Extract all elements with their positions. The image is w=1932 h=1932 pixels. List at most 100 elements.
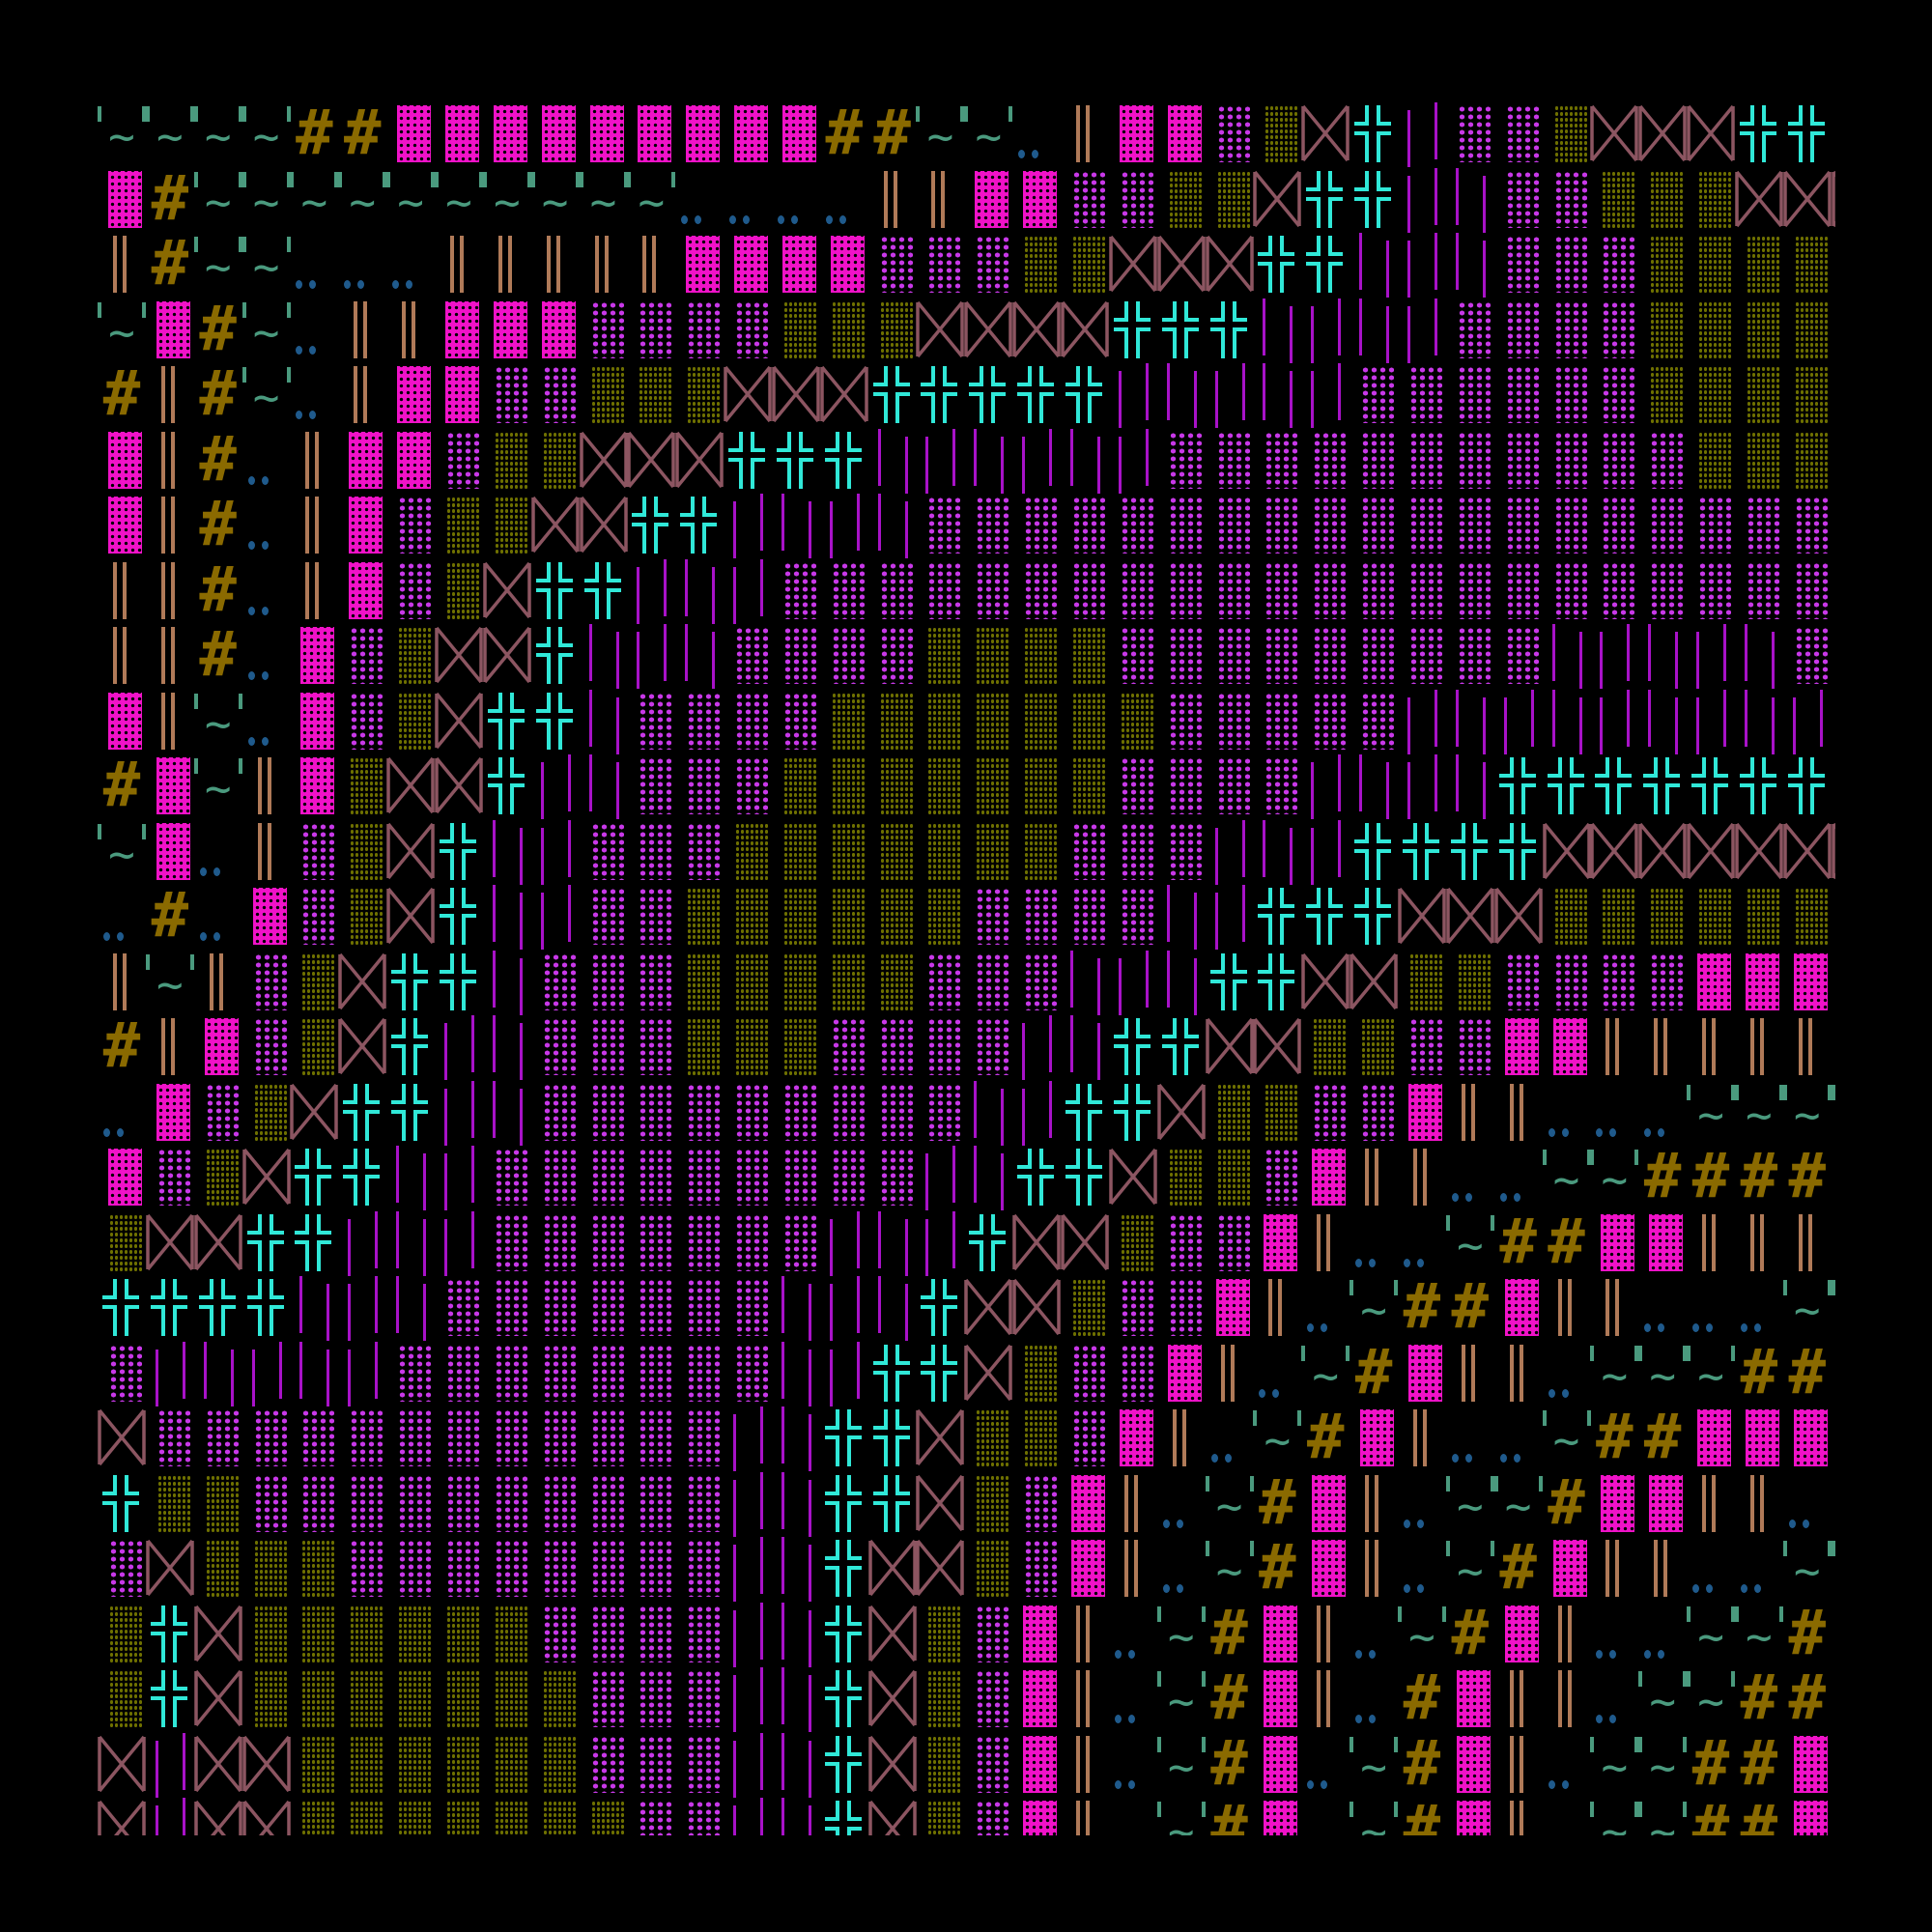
glyph-double-cross <box>916 359 964 425</box>
glyph-double-dot <box>1543 1794 1591 1835</box>
glyph-purple-bars <box>1687 620 1735 689</box>
glyph-magenta-dots <box>772 1077 820 1143</box>
glyph-hash: # <box>1832 1338 1835 1404</box>
glyph-double-cross <box>820 1794 868 1835</box>
glyph-quote-tilde: ~ <box>1156 1729 1206 1795</box>
glyph-magenta-dots <box>964 229 1012 295</box>
glyph-quote-tilde: ~ <box>1350 1729 1399 1795</box>
glyph-pink-block <box>290 620 338 686</box>
glyph-quote-tilde: ~ <box>1493 1468 1543 1534</box>
glyph-magenta-dots <box>1398 359 1446 425</box>
glyph-olive-dots <box>580 359 628 425</box>
glyph-quote-tilde: ~ <box>1445 1468 1494 1534</box>
glyph-olive-dots <box>1206 1077 1254 1143</box>
glyph-bowtie <box>1109 1142 1157 1208</box>
glyph-purple-bars <box>820 1272 868 1341</box>
glyph-purple-bars <box>1543 620 1591 689</box>
glyph-olive-dots <box>964 686 1012 752</box>
glyph-olive-dots <box>242 1599 291 1664</box>
glyph-purple-bars <box>724 1794 772 1835</box>
glyph-magenta-dots <box>627 1011 675 1077</box>
glyph-pink-block <box>1012 1663 1061 1729</box>
glyph-double-cross <box>772 425 820 491</box>
glyph-bowtie <box>193 1794 242 1835</box>
glyph-double-cross <box>1012 1142 1061 1208</box>
glyph-pink-block <box>627 99 675 164</box>
glyph-purple-bars <box>916 1142 964 1210</box>
glyph-bowtie <box>1590 816 1639 882</box>
glyph-magenta-dots <box>483 1468 531 1534</box>
glyph-magenta-dots <box>580 1208 628 1273</box>
glyph-bowtie <box>1012 1208 1061 1273</box>
glyph-magenta-dots <box>1061 1338 1109 1404</box>
glyph-olive-dots <box>338 816 386 882</box>
glyph-double-dot <box>1494 1142 1543 1208</box>
glyph-olive-dots <box>435 555 483 621</box>
glyph-quote-tilde: ~ <box>1687 1599 1736 1664</box>
glyph-quote-tilde: ~ <box>193 229 242 295</box>
glyph-bowtie <box>290 1077 339 1143</box>
glyph-magenta-dots <box>1109 620 1157 686</box>
glyph-pink-block <box>386 99 435 164</box>
glyph-double-bar <box>1783 1208 1832 1273</box>
glyph-double-bar <box>1638 1533 1687 1599</box>
glyph-magenta-dots <box>675 1403 724 1468</box>
glyph-magenta-dots <box>1783 490 1832 555</box>
glyph-double-dot <box>1735 1272 1783 1338</box>
glyph-double-cross <box>242 1272 291 1338</box>
glyph-olive-dots <box>242 1663 291 1729</box>
glyph-double-bar <box>1301 1663 1350 1729</box>
glyph-double-cross <box>1687 751 1735 816</box>
glyph-purple-bars <box>386 1142 435 1210</box>
glyph-bowtie <box>627 425 676 491</box>
glyph-magenta-dots <box>772 620 820 686</box>
glyph-magenta-dots <box>1543 164 1591 230</box>
glyph-purple-bars <box>1301 359 1350 428</box>
glyph-olive-dots <box>1206 164 1254 230</box>
glyph-double-cross <box>194 1272 242 1338</box>
glyph-olive-dots <box>1109 1208 1157 1273</box>
glyph-purple-bars <box>483 816 531 885</box>
glyph-bowtie <box>1590 99 1639 164</box>
glyph-magenta-dots <box>964 1729 1012 1795</box>
glyph-olive-dots <box>290 1599 338 1664</box>
glyph-magenta-dots <box>580 1011 628 1077</box>
glyph-double-bar <box>531 229 580 295</box>
glyph-double-cross <box>338 1142 386 1208</box>
glyph-olive-dots <box>194 1468 242 1534</box>
glyph-double-cross <box>1783 751 1832 816</box>
glyph-pink-block <box>1301 1468 1350 1534</box>
glyph-bowtie <box>1012 1272 1061 1338</box>
glyph-purple-bars <box>772 1403 820 1471</box>
glyph-olive-dots <box>98 1208 146 1273</box>
glyph-purple-bars <box>675 555 724 624</box>
glyph-purple-bars <box>1012 1011 1061 1080</box>
glyph-purple-bars <box>435 1011 483 1080</box>
glyph-magenta-dots <box>868 620 917 686</box>
glyph-bowtie <box>1493 881 1543 947</box>
glyph-olive-dots <box>1012 686 1061 752</box>
glyph-purple-bars <box>964 1142 1012 1210</box>
glyph-bowtie <box>435 751 483 816</box>
glyph-double-dot <box>1494 1403 1543 1468</box>
glyph-olive-dots <box>964 1403 1012 1468</box>
glyph-magenta-dots <box>435 1272 483 1338</box>
glyph-hash: # <box>199 423 237 496</box>
glyph-magenta-dots <box>820 555 868 621</box>
glyph-double-cross <box>820 1663 868 1729</box>
glyph-olive-dots <box>1061 686 1109 752</box>
glyph-magenta-dots <box>1687 555 1735 621</box>
glyph-double-cross <box>1543 751 1591 816</box>
glyph-double-bar <box>1301 1208 1350 1273</box>
glyph-magenta-dots <box>1735 490 1783 555</box>
glyph-double-cross <box>1253 881 1301 947</box>
glyph-hash: # <box>1548 1206 1585 1278</box>
glyph-quote-tilde: ~ <box>1301 1338 1350 1404</box>
glyph-olive-dots <box>772 881 820 947</box>
glyph-double-cross <box>1350 164 1398 230</box>
glyph-magenta-dots <box>1398 425 1446 491</box>
glyph-double-dot <box>290 359 338 425</box>
glyph-double-bar <box>868 164 917 230</box>
glyph-double-cross <box>820 1729 868 1795</box>
glyph-bowtie <box>1783 164 1832 230</box>
